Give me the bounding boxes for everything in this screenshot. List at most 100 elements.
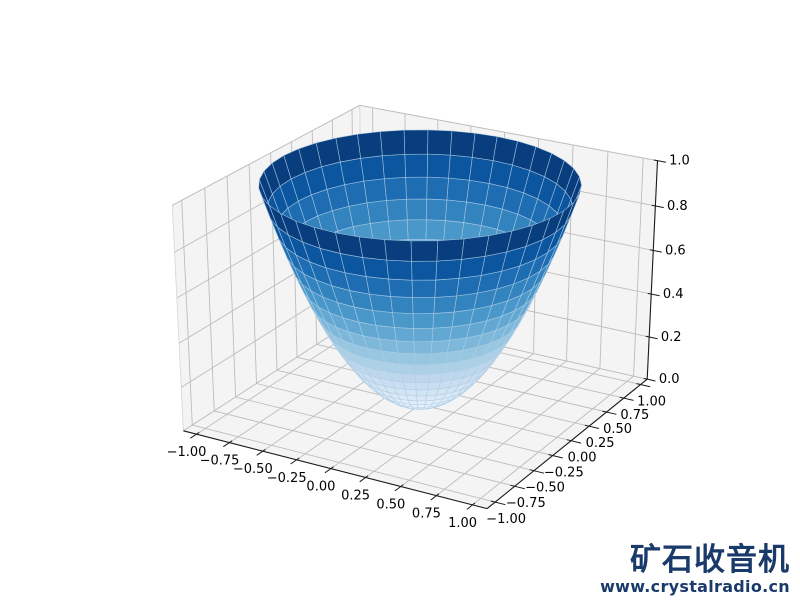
surface-facet	[416, 400, 427, 405]
x-tick	[324, 466, 334, 474]
z-tick	[653, 159, 667, 163]
surface-facet	[430, 339, 450, 355]
z-axis-line	[646, 160, 659, 380]
surface-facet	[406, 395, 418, 402]
x-tick-label: 0.75	[412, 507, 441, 522]
x-tick	[223, 440, 233, 448]
surface-facet	[406, 219, 427, 240]
z-tick	[645, 335, 658, 340]
surface-facet	[411, 279, 437, 298]
y-tick-label: 0.25	[586, 436, 615, 451]
surface-facet	[461, 235, 490, 260]
surface-facet	[394, 327, 415, 343]
surface-facet	[415, 389, 428, 397]
surface-facet	[436, 238, 465, 262]
surface-facet	[384, 239, 412, 262]
surface-facet	[426, 198, 448, 221]
surface-facet	[397, 352, 416, 366]
grid-line-z	[359, 104, 658, 162]
surface-facet	[427, 381, 442, 391]
x-tick-label: 0.25	[341, 489, 370, 504]
surface-facet	[372, 310, 395, 328]
surface-facet	[471, 132, 498, 161]
y-tick	[548, 454, 563, 459]
x-tick	[256, 448, 266, 456]
y-tick	[584, 424, 600, 429]
surface-facet	[411, 260, 438, 281]
grid-line-y	[181, 200, 193, 426]
surface-facet	[379, 129, 406, 157]
surface-facet	[403, 381, 417, 391]
y-tick	[602, 410, 617, 415]
surface-facet	[362, 257, 389, 280]
surface-facet	[403, 129, 429, 155]
x-tick-label: 0.50	[376, 498, 405, 513]
surface-facet	[431, 326, 453, 342]
surface-facet	[417, 404, 426, 408]
y-tick-label: −0.25	[544, 466, 584, 481]
y-tick-label: −0.50	[525, 481, 565, 496]
grid-line-y	[248, 164, 257, 384]
grid-line-y	[256, 383, 553, 457]
surface-facet	[443, 220, 465, 243]
surface-facet	[456, 275, 482, 297]
watermark-brand: 矿石收音机	[630, 541, 790, 578]
x-tick-label: 0.00	[306, 480, 335, 495]
grid-line-y	[214, 410, 515, 487]
surface-facet	[404, 153, 428, 178]
x-tick	[466, 502, 476, 510]
surface-facet	[428, 363, 446, 375]
y-tick-label: 0.50	[603, 422, 632, 437]
surface-facet	[413, 327, 434, 343]
grid-line-z	[172, 104, 361, 206]
grid-line-y	[192, 424, 496, 503]
grid-line-y	[226, 176, 237, 398]
surface-facet	[386, 198, 408, 222]
surface-facet	[406, 198, 428, 221]
z-tick	[649, 249, 662, 253]
y-axis-line	[486, 378, 648, 510]
surface-facet	[404, 388, 418, 397]
surface-facet	[449, 130, 476, 158]
x-tick	[290, 457, 300, 465]
surface-facet	[369, 293, 393, 313]
x-tick-label: −0.50	[233, 462, 273, 477]
grid-line-x	[633, 157, 644, 377]
surface-facet	[432, 311, 455, 329]
surface-facet	[395, 340, 415, 355]
surface-facet	[360, 155, 385, 182]
y-tick	[636, 383, 651, 388]
y-tick-label: −1.00	[486, 512, 526, 527]
x-tick-label: −1.00	[167, 445, 207, 460]
y-tick	[510, 484, 526, 490]
grid-line-y	[235, 396, 535, 472]
z-tick-label: 0.6	[665, 243, 686, 258]
surface-facet	[429, 352, 448, 365]
surface-facet	[426, 153, 451, 179]
surface-facet	[434, 277, 460, 298]
surface-facet	[412, 313, 435, 329]
z-tick-label: 1.0	[669, 154, 690, 169]
surface-facet	[358, 236, 388, 261]
y-tick	[529, 469, 545, 474]
grid-line-x	[472, 375, 634, 506]
z-tick-label: 0.4	[663, 287, 684, 302]
x-tick-label: 1.00	[448, 516, 477, 531]
surface-facet	[366, 200, 389, 224]
y-tick-label: −0.75	[506, 496, 546, 511]
grid-line-x	[400, 360, 567, 487]
z-tick	[647, 292, 660, 297]
surface-facet	[458, 255, 486, 279]
surface-facet	[448, 154, 473, 181]
surface-facet	[415, 373, 430, 383]
y-tick-label: 0.75	[620, 408, 649, 423]
surface-facet	[399, 363, 416, 375]
watermark: 矿石收音机 www.crystalradio.cn	[600, 544, 790, 596]
grid-line-x	[436, 368, 601, 496]
x-tick	[394, 484, 404, 492]
surface-facet	[425, 219, 446, 241]
y-tick-label: 0.00	[568, 451, 597, 466]
z-tick-label: 0.2	[661, 330, 682, 345]
surface-facet	[388, 219, 409, 241]
